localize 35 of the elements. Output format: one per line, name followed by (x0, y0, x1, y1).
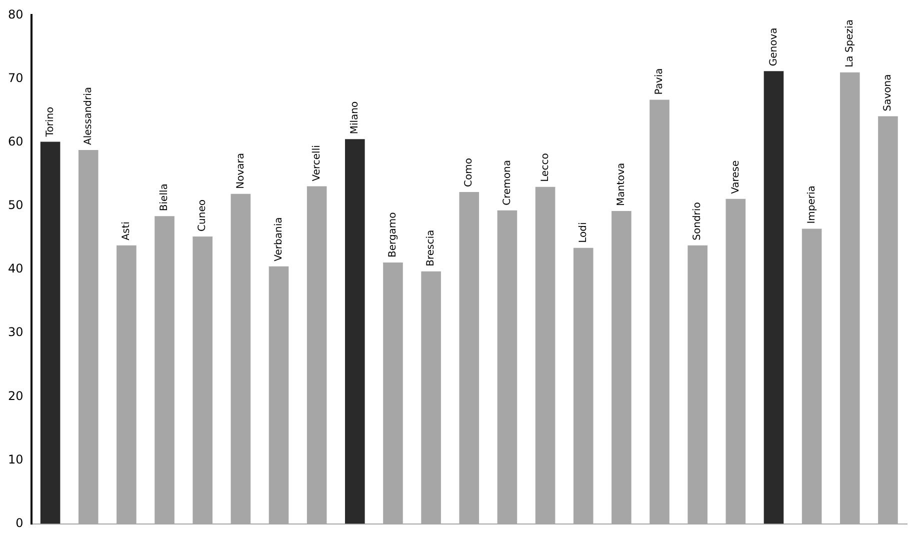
y-tick-label: 20 (8, 388, 24, 403)
y-tick-label: 0 (16, 516, 24, 530)
y-tick-label: 70 (8, 70, 24, 85)
x-tick-label: Asti (121, 222, 132, 240)
x-tick-label: Novara (235, 152, 246, 189)
x-tick-label: Savona (882, 74, 894, 112)
x-tick-label: Milano (350, 101, 361, 134)
bar (764, 71, 784, 524)
y-tick-label: 50 (8, 198, 24, 212)
x-tick-label: Cuneo (197, 200, 208, 232)
x-tick-label: Como (464, 158, 475, 187)
x-tick-label: Alessandria (82, 86, 94, 145)
x-tick-label: Imperia (806, 186, 818, 224)
bar (345, 139, 365, 524)
y-tick-label: 60 (8, 134, 24, 148)
y-tick-label: 10 (8, 452, 24, 466)
x-tick-label: La Spezia (844, 20, 856, 68)
x-tick-label: Sondrio (692, 202, 704, 240)
y-tick-label: 80 (8, 7, 24, 22)
y-tick-label: 40 (8, 262, 24, 276)
x-tick-label: Vercelli (311, 145, 322, 182)
x-tick-label: Varese (730, 160, 742, 194)
y-tick-label: 30 (8, 325, 24, 340)
bar (40, 142, 60, 524)
x-tick-label: Pavia (654, 68, 666, 95)
x-tick-label: Lodi (578, 222, 589, 243)
x-tick-label: Verbania (273, 217, 284, 262)
x-tick-label: Lecco (540, 153, 551, 182)
x-tick-label: Bergamo (388, 212, 399, 258)
x-tick-label: Cremona (502, 160, 513, 206)
x-tick-label: Torino (44, 106, 56, 138)
x-tick-label: Genova (768, 28, 780, 66)
x-tick-label: Mantova (616, 162, 628, 206)
x-tick-label: Brescia (426, 230, 437, 266)
x-tick-label: Biella (159, 184, 170, 212)
